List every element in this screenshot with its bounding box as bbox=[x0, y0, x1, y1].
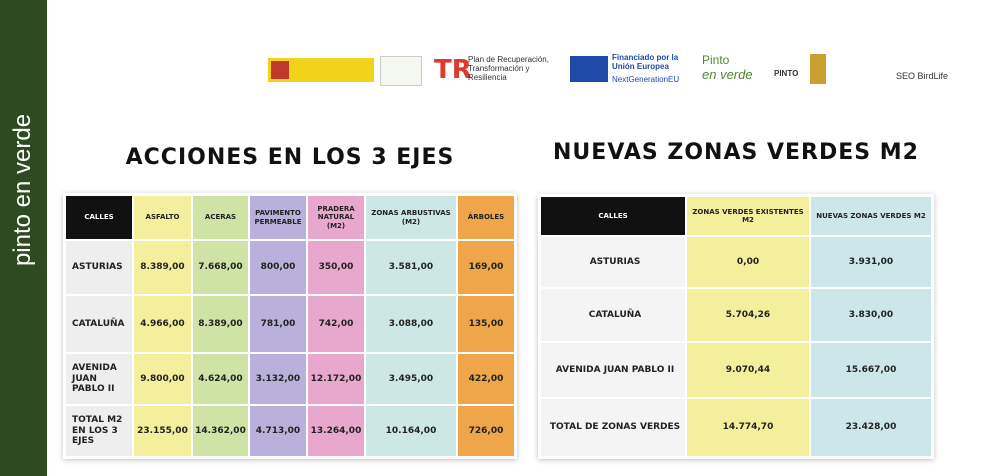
table-cell: 742,00 bbox=[307, 295, 365, 353]
table-title: NUEVAS ZONAS VERDES M2 bbox=[553, 140, 919, 165]
table-cell: 781,00 bbox=[249, 295, 307, 353]
table-header: CALLES bbox=[540, 196, 686, 236]
table-cell: 0,00 bbox=[686, 236, 810, 288]
logo-gobierno bbox=[268, 58, 374, 82]
table-cell: AVENIDA JUAN PABLO II bbox=[65, 353, 133, 405]
table-cell: 23.155,00 bbox=[133, 405, 192, 457]
table-cell: 4.966,00 bbox=[133, 295, 192, 353]
table-cell: 3.931,00 bbox=[810, 236, 932, 288]
table-cell: ASTURIAS bbox=[65, 240, 133, 295]
table-header: PAVIMENTO PERMEABLE bbox=[249, 195, 307, 240]
table-cell: CATALUÑA bbox=[65, 295, 133, 353]
table-cell: 3.132,00 bbox=[249, 353, 307, 405]
table-header: ZONAS ARBUSTIVAS (M2) bbox=[365, 195, 457, 240]
logo-plan: Plan de Recuperación, Transformación y R… bbox=[468, 55, 549, 82]
table-cell: 800,00 bbox=[249, 240, 307, 295]
table-cell: ASTURIAS bbox=[540, 236, 686, 288]
table-cell: 3.495,00 bbox=[365, 353, 457, 405]
table-header: PRADERA NATURAL (M2) bbox=[307, 195, 365, 240]
table-cell: AVENIDA JUAN PABLO II bbox=[540, 342, 686, 398]
sidebar: pinto en verde bbox=[0, 0, 47, 476]
table-cell: 169,00 bbox=[457, 240, 515, 295]
table-cell: 4.713,00 bbox=[249, 405, 307, 457]
table-cell: TOTAL DE ZONAS VERDES bbox=[540, 398, 686, 457]
table-header: ACERAS bbox=[192, 195, 249, 240]
logo-eu: Financiado por la Unión Europea bbox=[612, 53, 679, 71]
table-cell: 4.624,00 bbox=[192, 353, 249, 405]
table-cell: 12.172,00 bbox=[307, 353, 365, 405]
logo-eu-next: NextGenerationEU bbox=[612, 75, 680, 84]
table-header: ASFALTO bbox=[133, 195, 192, 240]
table-cell: 13.264,00 bbox=[307, 405, 365, 457]
table-cell: CATALUÑA bbox=[540, 288, 686, 342]
table-header: ÁRBOLES bbox=[457, 195, 515, 240]
table-cell: 8.389,00 bbox=[192, 295, 249, 353]
table-cell: 14.774,70 bbox=[686, 398, 810, 457]
logo-biodiversidad bbox=[380, 56, 422, 86]
table-cell: 5.704,26 bbox=[686, 288, 810, 342]
table-header: ZONAS VERDES EXISTENTES M2 bbox=[686, 196, 810, 236]
logo-centro bbox=[810, 54, 826, 84]
table-cell: 7.668,00 bbox=[192, 240, 249, 295]
sidebar-text: pinto en verde bbox=[9, 113, 36, 267]
table-cell: 15.667,00 bbox=[810, 342, 932, 398]
table-cell: 3.088,00 bbox=[365, 295, 457, 353]
logo-seo: SEO BirdLife bbox=[896, 71, 949, 81]
table-cell: 8.389,00 bbox=[133, 240, 192, 295]
logo-pinto-town: PINTO bbox=[774, 69, 799, 78]
table-cell: 422,00 bbox=[457, 353, 515, 405]
table-cell: 3.581,00 bbox=[365, 240, 457, 295]
logo-tr: TR bbox=[434, 55, 472, 85]
eu-flag bbox=[570, 56, 608, 82]
table-cell: 135,00 bbox=[457, 295, 515, 353]
table-cell: 14.362,00 bbox=[192, 405, 249, 457]
logo-en-verde: en verde bbox=[702, 67, 753, 82]
table-cell: 9.800,00 bbox=[133, 353, 192, 405]
table-cell: 9.070,44 bbox=[686, 342, 810, 398]
table-header: NUEVAS ZONAS VERDES M2 bbox=[810, 196, 932, 236]
table-header: CALLES bbox=[65, 195, 133, 240]
table-cell: 3.830,00 bbox=[810, 288, 932, 342]
logo-pinto: Pinto bbox=[702, 53, 730, 67]
table-cell: 23.428,00 bbox=[810, 398, 932, 457]
table-cell: TOTAL M2 EN LOS 3 EJES bbox=[65, 405, 133, 457]
logo-strip: TR Plan de Recuperación, Transformación … bbox=[262, 50, 950, 90]
table-cell: 726,00 bbox=[457, 405, 515, 457]
table-title: ACCIONES EN LOS 3 EJES bbox=[125, 145, 455, 170]
table-cell: 350,00 bbox=[307, 240, 365, 295]
table-cell: 10.164,00 bbox=[365, 405, 457, 457]
